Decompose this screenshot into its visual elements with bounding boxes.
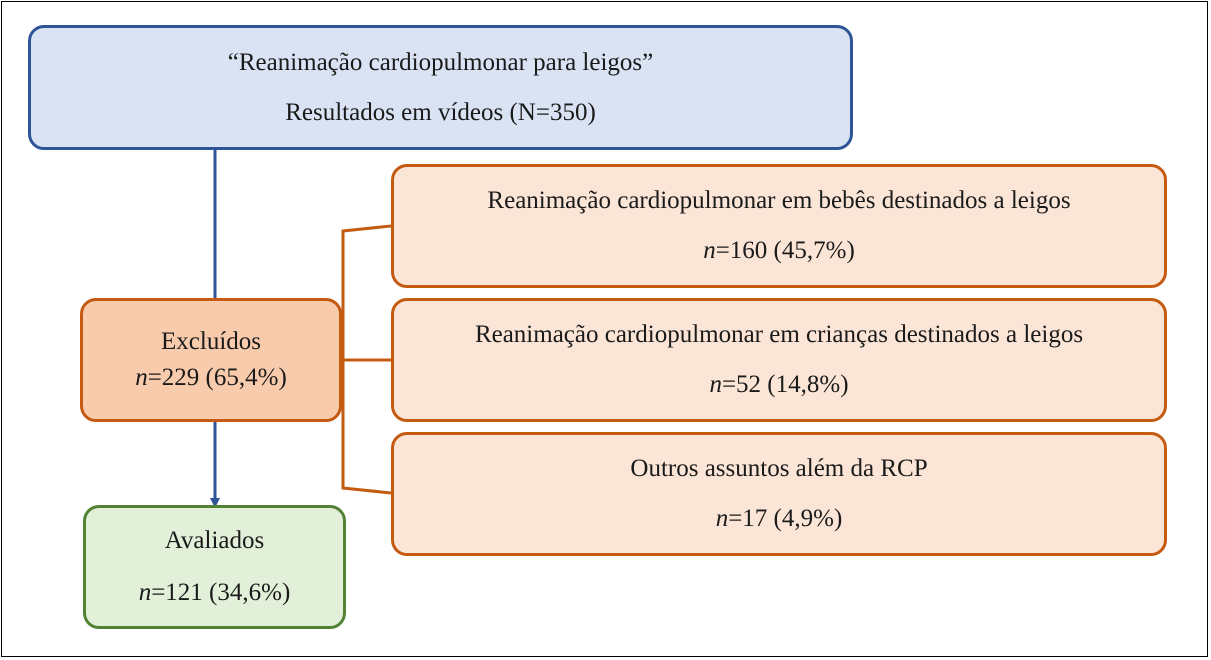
n-symbol: n	[703, 237, 716, 264]
bracket-connector	[341, 224, 392, 495]
reason-count-value: =17 (4,9%)	[728, 505, 843, 532]
excluded-count-value: =229 (65,4%)	[147, 364, 287, 391]
reason-count-value: =52 (14,8%)	[721, 371, 849, 398]
evaluated-count: n=121 (34,6%)	[139, 578, 291, 608]
source-subtitle: Resultados em vídeos (N=350)	[285, 98, 596, 126]
excluded-box: Excluídos n=229 (65,4%)	[80, 298, 342, 422]
reason-count: n=160 (45,7%)	[703, 236, 855, 266]
n-symbol: n	[138, 579, 152, 606]
n-symbol: n	[715, 505, 729, 532]
reason-count: n=17 (4,9%)	[716, 504, 843, 534]
n-symbol: n	[135, 364, 148, 391]
n-symbol: n	[709, 371, 722, 398]
source-box: “Reanimação cardiopulmonar para leigos” …	[28, 25, 853, 150]
reason-count-value: =160 (45,7%)	[715, 237, 855, 264]
source-title: “Reanimação cardiopulmonar para leigos”	[227, 48, 654, 76]
excluded-count: n=229 (65,4%)	[135, 363, 287, 393]
reason-label: Outros assuntos além da RCP	[630, 455, 928, 482]
reason-label: Reanimação cardiopulmonar em crianças de…	[474, 321, 1084, 348]
reason-label: Reanimação cardiopulmonar em bebês desti…	[487, 187, 1071, 214]
evaluated-count-value: =121 (34,6%)	[151, 579, 291, 606]
evaluated-label: Avaliados	[164, 527, 265, 554]
evaluated-box: Avaliados n=121 (34,6%)	[83, 505, 346, 629]
exclusion-reason-children: Reanimação cardiopulmonar em crianças de…	[391, 298, 1167, 422]
reason-count: n=52 (14,8%)	[709, 370, 848, 400]
exclusion-reason-infants: Reanimação cardiopulmonar em bebês desti…	[391, 164, 1167, 288]
excluded-label: Excluídos	[161, 328, 261, 355]
exclusion-reason-other: Outros assuntos além da RCP n=17 (4,9%)	[391, 432, 1167, 556]
